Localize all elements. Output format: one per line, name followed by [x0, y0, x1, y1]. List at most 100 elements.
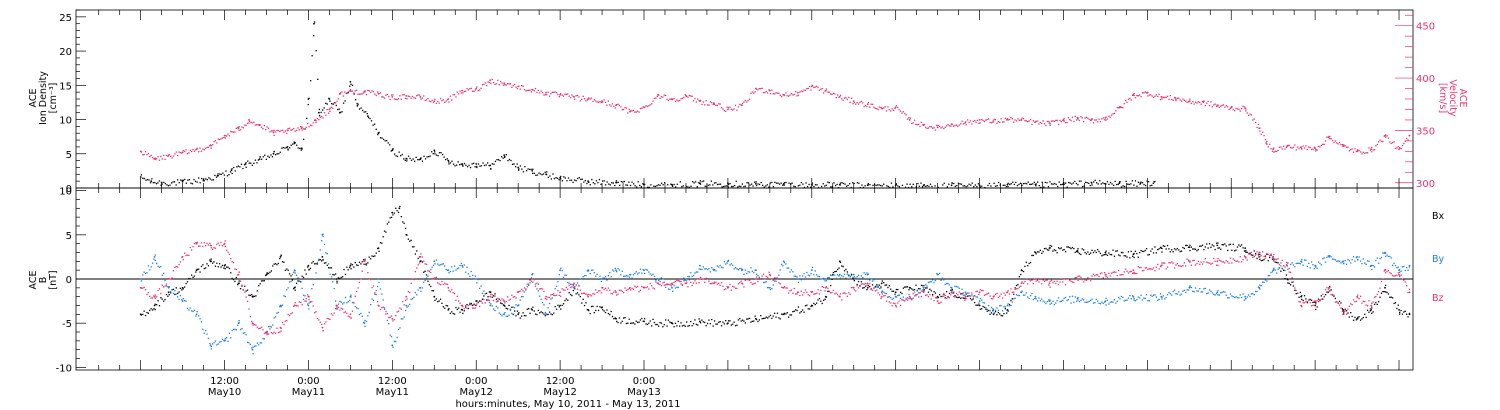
bx-point: [1035, 253, 1037, 255]
by-point: [1408, 266, 1411, 268]
by-point: [417, 289, 419, 291]
bx-point: [722, 321, 724, 323]
velocity-point: [446, 99, 449, 101]
bx-point: [741, 319, 744, 321]
bz-point: [374, 292, 376, 294]
by-point: [1129, 295, 1131, 297]
by-point: [1324, 261, 1327, 263]
bz-point: [795, 293, 797, 295]
bx-point: [246, 289, 249, 291]
density-point: [790, 183, 792, 185]
bz-point: [642, 286, 644, 288]
bz-point: [322, 330, 324, 332]
bz-point: [350, 317, 352, 319]
by-point: [1183, 289, 1185, 291]
bz-point: [453, 293, 456, 295]
by-point-anchor: [643, 269, 645, 272]
top-left-tick-label: 15: [59, 81, 72, 92]
bz-point: [343, 311, 345, 314]
bx-point: [929, 288, 931, 290]
velocity-point: [177, 154, 179, 157]
by-point: [1245, 298, 1247, 300]
by-point: [616, 271, 618, 273]
by-point: [400, 318, 402, 320]
density-point: [530, 168, 532, 170]
bz-point: [473, 307, 475, 309]
bz-point: [1081, 279, 1083, 281]
by-point: [198, 315, 200, 317]
by-point-anchor: [713, 269, 715, 272]
velocity-point: [1099, 121, 1102, 123]
by-point: [712, 268, 714, 270]
bz-point: [1178, 265, 1180, 267]
density-point: [313, 35, 315, 37]
bz-point: [192, 246, 194, 248]
density-point: [775, 182, 778, 184]
density-point: [1108, 183, 1110, 185]
velocity-point: [1113, 112, 1116, 114]
by-point: [1274, 269, 1276, 271]
by-point: [1108, 303, 1110, 305]
bx-point: [697, 324, 699, 326]
bx-point: [425, 274, 428, 276]
velocity-point: [1133, 94, 1135, 97]
velocity-point: [974, 120, 976, 122]
velocity-point: [267, 127, 270, 129]
by-point: [1352, 256, 1355, 258]
velocity-point: [371, 90, 373, 92]
velocity-point-anchor: [300, 127, 303, 130]
velocity-point: [476, 86, 478, 88]
density-point: [1015, 181, 1017, 184]
bx-point: [630, 322, 632, 324]
density-point: [440, 152, 442, 154]
bz-point: [512, 296, 514, 298]
velocity-point-anchor: [866, 103, 869, 106]
velocity-point: [1309, 146, 1311, 149]
density-point: [797, 185, 799, 187]
bz-point: [151, 297, 154, 299]
by-point: [1253, 294, 1255, 296]
velocity-point: [1406, 137, 1408, 140]
density-point: [459, 164, 461, 166]
bx-point: [393, 212, 395, 214]
bx-point: [202, 264, 204, 266]
bx-point: [783, 312, 786, 314]
by-point: [925, 284, 927, 286]
by-point: [293, 271, 295, 273]
density-point: [347, 92, 349, 94]
bx-point: [911, 288, 913, 290]
bx-point-anchor: [181, 286, 184, 289]
bz-point: [972, 297, 974, 299]
bz-point: [1197, 260, 1199, 262]
bz-point: [1204, 258, 1206, 260]
by-point-anchor: [1398, 269, 1400, 272]
by-point: [1407, 269, 1409, 271]
density-point: [524, 166, 526, 168]
by-point: [160, 266, 162, 268]
density-point: [589, 184, 591, 186]
velocity-point: [205, 147, 207, 149]
by-point: [638, 272, 640, 274]
bx-point-anchor: [1286, 278, 1289, 280]
density-point: [146, 178, 149, 181]
by-point: [569, 283, 572, 285]
bx-point: [1132, 255, 1134, 257]
bx-point: [497, 300, 499, 302]
density-point: [757, 183, 759, 185]
by-point: [393, 340, 395, 343]
density-point: [625, 184, 627, 186]
by-point-anchor: [1370, 264, 1372, 267]
bx-point: [1199, 245, 1201, 247]
by-point: [830, 274, 832, 276]
density-point: [1134, 180, 1137, 182]
by-point: [367, 315, 369, 317]
density-point: [744, 185, 747, 187]
by-point-anchor: [1132, 295, 1135, 298]
velocity-point: [997, 121, 999, 123]
by-point: [238, 320, 240, 322]
velocity-point: [1407, 139, 1409, 141]
bz-point: [792, 292, 794, 294]
density-point-anchor: [1006, 183, 1009, 186]
bx-point: [1343, 310, 1345, 312]
bz-point: [178, 263, 180, 266]
